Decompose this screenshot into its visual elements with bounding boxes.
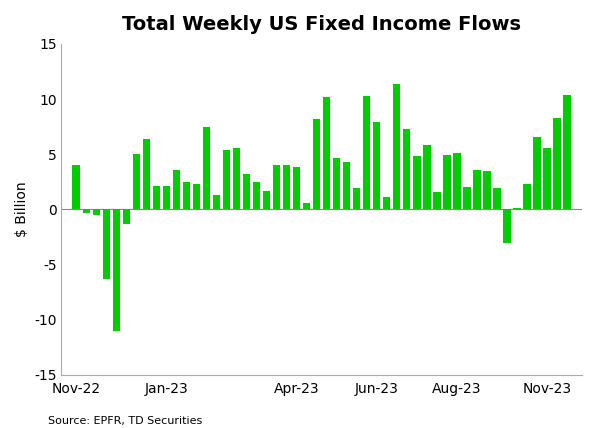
Bar	[483, 171, 491, 209]
Bar	[533, 137, 541, 209]
Bar	[493, 188, 501, 209]
Bar	[353, 188, 361, 209]
Bar	[113, 209, 120, 331]
Bar	[273, 165, 281, 209]
Bar	[133, 154, 140, 209]
Bar	[183, 182, 190, 209]
Bar	[363, 96, 370, 209]
Bar	[243, 174, 250, 209]
Bar	[303, 203, 310, 209]
Bar	[162, 186, 170, 209]
Bar	[503, 209, 510, 243]
Bar	[233, 148, 240, 209]
Bar	[453, 153, 460, 209]
Bar	[383, 197, 390, 209]
Bar	[413, 157, 420, 209]
Bar	[82, 209, 90, 213]
Bar	[283, 165, 290, 209]
Bar	[293, 167, 300, 209]
Title: Total Weekly US Fixed Income Flows: Total Weekly US Fixed Income Flows	[122, 15, 521, 34]
Bar	[173, 169, 180, 209]
Text: Source: EPFR, TD Securities: Source: EPFR, TD Securities	[48, 416, 202, 426]
Bar	[213, 195, 220, 209]
Bar	[263, 190, 270, 209]
Bar	[373, 122, 380, 209]
Bar	[513, 208, 521, 209]
Bar	[523, 184, 531, 209]
Bar	[333, 158, 340, 209]
Bar	[103, 209, 110, 279]
Bar	[153, 186, 160, 209]
Bar	[253, 182, 260, 209]
Bar	[203, 127, 210, 209]
Bar	[313, 119, 321, 209]
Bar	[122, 209, 130, 224]
Bar	[473, 169, 481, 209]
Bar	[443, 155, 451, 209]
Y-axis label: $ Billion: $ Billion	[15, 181, 29, 237]
Bar	[72, 165, 80, 209]
Bar	[563, 95, 571, 209]
Bar	[393, 83, 401, 209]
Bar	[93, 209, 100, 215]
Bar	[143, 139, 150, 209]
Bar	[433, 192, 441, 209]
Bar	[223, 150, 230, 209]
Bar	[403, 129, 411, 209]
Bar	[343, 162, 350, 209]
Bar	[553, 118, 561, 209]
Bar	[463, 187, 470, 209]
Bar	[193, 184, 200, 209]
Bar	[323, 97, 330, 209]
Bar	[423, 146, 430, 209]
Bar	[543, 148, 550, 209]
